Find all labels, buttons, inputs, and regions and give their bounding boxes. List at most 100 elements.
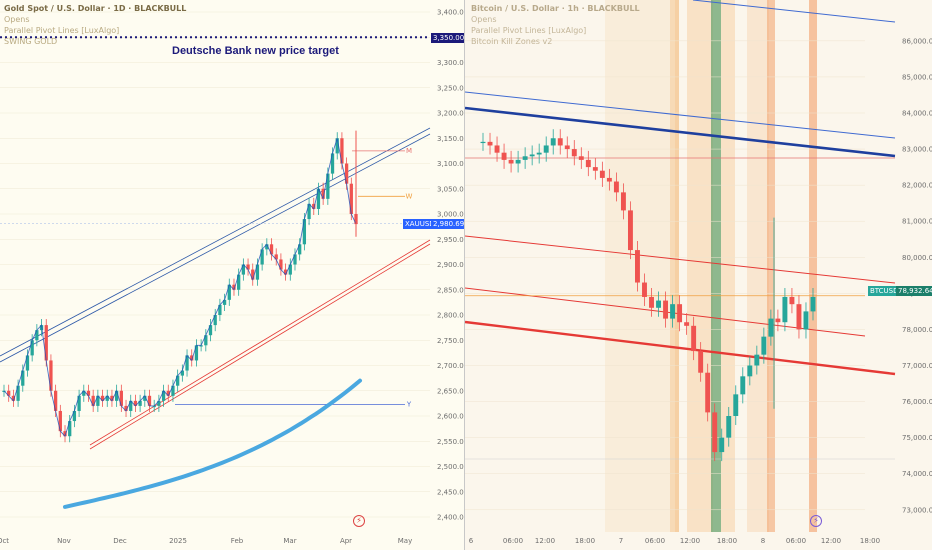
gold-candle bbox=[119, 390, 123, 406]
btc-candle bbox=[606, 177, 612, 182]
btc-y-tick: 85,000.00 bbox=[902, 73, 932, 81]
gold-y-tick: 2,500.00 bbox=[437, 463, 464, 471]
gold-candle bbox=[335, 138, 339, 154]
gold-legend-pivot[interactable]: Parallel Pivot Lines [LuxAlgo] bbox=[4, 26, 120, 35]
gold-candle bbox=[166, 390, 170, 396]
btc-candle bbox=[480, 141, 486, 144]
gold-candle bbox=[288, 264, 292, 275]
target-price-tag: 3,350.00 bbox=[431, 33, 464, 43]
btc-legend-killzones[interactable]: Bitcoin Kill Zones v2 bbox=[471, 37, 553, 46]
gold-candle bbox=[25, 355, 30, 371]
btc-candle bbox=[663, 300, 669, 319]
gold-last-price-tag: 2,980.69 bbox=[431, 219, 464, 229]
btc-candle bbox=[522, 156, 528, 160]
btc-candle bbox=[691, 325, 697, 352]
gold-moving-average-line bbox=[63, 378, 362, 509]
btc-legend-pivot[interactable]: Parallel Pivot Lines [LuxAlgo] bbox=[471, 26, 587, 35]
btc-candle bbox=[782, 296, 788, 323]
flash-icon-btc[interactable]: ⚡ bbox=[810, 515, 822, 527]
btc-legend-title[interactable]: Bitcoin / U.S. Dollar · 1h · BLACKBULL bbox=[471, 4, 640, 13]
btc-candle bbox=[571, 149, 577, 157]
gold-swing-line bbox=[3, 138, 357, 438]
gold-x-tick: Feb bbox=[231, 537, 244, 545]
btc-y-tick: 77,000.00 bbox=[902, 362, 932, 370]
gold-legend-opens[interactable]: Opens bbox=[4, 15, 30, 24]
btc-candle bbox=[529, 154, 535, 157]
btc-candle bbox=[670, 304, 676, 319]
gold-candle bbox=[218, 304, 222, 315]
gold-legend: Gold Spot / U.S. Dollar · 1D · BLACKBULL… bbox=[4, 3, 186, 47]
gold-candle bbox=[143, 395, 147, 401]
gold-candle bbox=[208, 325, 213, 336]
btc-chart-panel[interactable]: 86,000.00 85,000.00 84,000.00 83,000.00 82,0… bbox=[464, 0, 932, 550]
gold-candle bbox=[44, 325, 48, 361]
gold-y-tick: 3,100.00 bbox=[437, 160, 464, 168]
session-shading bbox=[605, 0, 675, 532]
gold-x-tick: May bbox=[398, 537, 412, 545]
gold-candle bbox=[340, 138, 344, 164]
btc-candle bbox=[712, 412, 718, 453]
gold-candle bbox=[86, 390, 91, 396]
btc-candle bbox=[754, 354, 760, 366]
gold-candle bbox=[35, 330, 39, 341]
btc-candle bbox=[599, 170, 605, 178]
btc-candle bbox=[536, 152, 542, 155]
gold-chart-canvas[interactable]: 3,400.00 3,350.00 3,300.00 3,250.00 3,200.00… bbox=[0, 0, 464, 550]
btc-y-tick: 80,000.00 bbox=[902, 254, 932, 262]
btc-x-tick: 8 bbox=[761, 537, 765, 545]
gold-y-tick: 2,650.00 bbox=[437, 387, 464, 395]
gold-candle bbox=[161, 390, 166, 401]
flash-icon[interactable]: ⚡ bbox=[353, 515, 365, 527]
gold-candle bbox=[49, 360, 53, 391]
btc-candle bbox=[515, 159, 521, 164]
gold-candle bbox=[293, 254, 297, 265]
gold-candle bbox=[82, 390, 86, 396]
gold-candle bbox=[260, 249, 264, 265]
gold-channel-lower-1 bbox=[89, 239, 431, 446]
btc-legend-opens[interactable]: Opens bbox=[471, 15, 497, 24]
opens-level-label: Y bbox=[406, 400, 412, 408]
btc-chart-canvas[interactable]: 86,000.00 85,000.00 84,000.00 83,000.00 82,0… bbox=[465, 0, 932, 550]
btc-candle bbox=[768, 318, 774, 337]
gold-candle bbox=[298, 244, 302, 255]
gold-candle bbox=[138, 400, 142, 406]
btc-x-tick: 06:00 bbox=[645, 537, 665, 545]
btc-y-tick: 78,000.00 bbox=[902, 326, 932, 334]
btc-candle bbox=[705, 372, 711, 413]
gold-legend-title[interactable]: Gold Spot / U.S. Dollar · 1D · BLACKBULL bbox=[4, 4, 187, 13]
btc-x-tick: 6 bbox=[469, 537, 474, 545]
btc-candle bbox=[789, 296, 795, 305]
gold-candle bbox=[30, 340, 34, 356]
btc-candle bbox=[642, 282, 647, 297]
gold-candle bbox=[279, 259, 283, 270]
gold-y-tick: 2,800.00 bbox=[437, 312, 464, 320]
gold-candle bbox=[72, 410, 77, 422]
gold-candle bbox=[63, 431, 67, 437]
btc-x-tick: 06:00 bbox=[503, 537, 523, 545]
btc-candle bbox=[613, 181, 619, 193]
btc-candle bbox=[557, 138, 563, 146]
gold-candle bbox=[265, 244, 269, 250]
btc-candle bbox=[627, 210, 633, 251]
gold-candle bbox=[7, 390, 11, 396]
btc-candle bbox=[550, 138, 556, 146]
gold-chart-panel[interactable]: 3,400.00 3,350.00 3,300.00 3,250.00 3,200.00… bbox=[0, 0, 464, 550]
gold-y-tick: 3,150.00 bbox=[437, 135, 464, 143]
btc-candle bbox=[684, 322, 690, 326]
gold-candle bbox=[100, 395, 105, 401]
btc-candle bbox=[656, 300, 661, 308]
gold-channel-lower-2 bbox=[89, 243, 431, 450]
gold-candle bbox=[147, 395, 152, 406]
gold-candle bbox=[176, 375, 180, 386]
btc-x-tick: 18:00 bbox=[860, 537, 880, 545]
kill-zone-band bbox=[767, 0, 775, 532]
gold-legend-swing[interactable]: SWING GOLD bbox=[4, 37, 58, 46]
btc-channel-red-thick bbox=[465, 320, 896, 376]
btc-candle bbox=[747, 365, 753, 377]
gold-candle bbox=[129, 400, 133, 411]
gold-x-tick: Nov bbox=[57, 537, 71, 545]
btc-y-tick: 82,000.00 bbox=[902, 182, 932, 190]
gold-candle bbox=[185, 355, 189, 371]
gold-y-tick: 3,300.00 bbox=[437, 59, 464, 67]
gold-candle bbox=[222, 299, 227, 305]
